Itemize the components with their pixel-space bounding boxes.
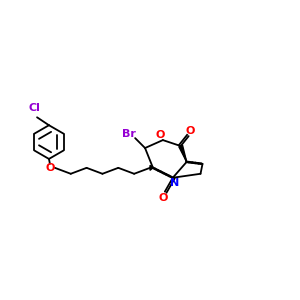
Text: Br: Br <box>122 129 136 139</box>
Polygon shape <box>179 145 187 162</box>
Text: O: O <box>186 126 195 136</box>
Text: O: O <box>45 163 55 173</box>
Polygon shape <box>150 165 153 170</box>
Text: O: O <box>155 130 165 140</box>
Text: O: O <box>158 193 168 202</box>
Text: N: N <box>170 178 179 188</box>
Text: Cl: Cl <box>28 103 40 113</box>
